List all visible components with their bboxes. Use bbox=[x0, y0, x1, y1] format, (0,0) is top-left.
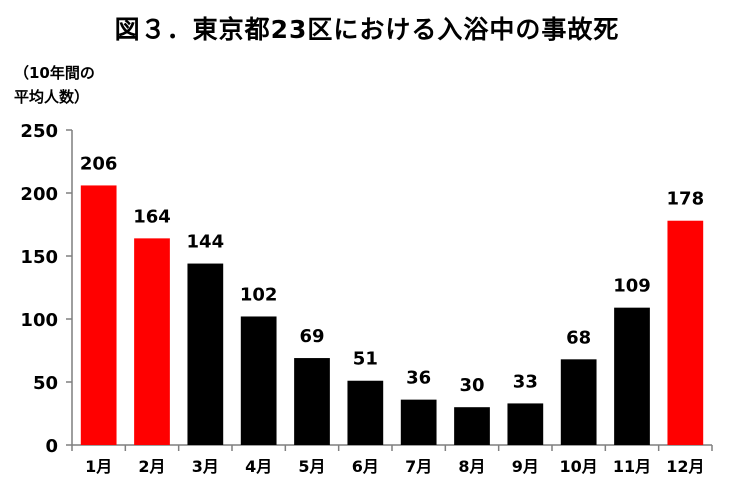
bar bbox=[187, 263, 224, 445]
y-tick-label: 200 bbox=[20, 184, 58, 205]
bar bbox=[240, 316, 277, 445]
x-tick-label: 8月 bbox=[458, 457, 485, 476]
x-tick-label: 1月 bbox=[85, 457, 112, 476]
data-label: 102 bbox=[240, 284, 278, 305]
x-tick-label: 4月 bbox=[245, 457, 272, 476]
y-axis-label-line-1: （10年間の bbox=[14, 64, 95, 82]
data-label: 178 bbox=[667, 189, 705, 210]
bar bbox=[454, 407, 490, 445]
data-label: 68 bbox=[566, 327, 591, 348]
data-label: 30 bbox=[459, 375, 484, 396]
bar bbox=[134, 238, 170, 445]
data-label: 51 bbox=[353, 349, 378, 370]
bar bbox=[667, 220, 704, 445]
bar bbox=[560, 359, 597, 445]
bar bbox=[507, 403, 544, 445]
y-tick-label: 150 bbox=[20, 247, 58, 268]
x-tick-label: 9月 bbox=[512, 457, 539, 476]
data-label: 144 bbox=[187, 232, 225, 253]
data-label: 69 bbox=[299, 326, 324, 347]
x-tick-label: 10月 bbox=[560, 457, 598, 476]
y-axis-label-line-2: 平均人数） bbox=[14, 88, 89, 106]
x-tick-label: 11月 bbox=[613, 457, 651, 476]
y-tick-label: 0 bbox=[45, 436, 58, 457]
data-label: 36 bbox=[406, 368, 431, 389]
x-tick-label: 5月 bbox=[298, 457, 325, 476]
y-tick-label: 50 bbox=[33, 373, 58, 394]
bar bbox=[614, 307, 650, 445]
bar bbox=[80, 185, 117, 445]
x-tick-label: 3月 bbox=[192, 457, 219, 476]
chart-title: 図３．東京都23区における入浴中の事故死 bbox=[115, 15, 620, 44]
data-label: 109 bbox=[613, 276, 651, 297]
plot-area: 0 50 100 150 200 250 206 1月 164 2月 144 3月 102 4月 69 5月 5… bbox=[20, 121, 713, 476]
data-label: 33 bbox=[513, 371, 538, 392]
bar bbox=[294, 358, 330, 445]
x-tick-label: 2月 bbox=[138, 457, 165, 476]
bar bbox=[400, 399, 437, 445]
data-label: 206 bbox=[80, 153, 118, 174]
x-tick-label: 7月 bbox=[405, 457, 432, 476]
bar bbox=[347, 380, 384, 445]
data-label: 164 bbox=[133, 206, 171, 227]
x-tick-label: 6月 bbox=[352, 457, 379, 476]
y-tick-label: 100 bbox=[20, 310, 58, 331]
y-tick-label: 250 bbox=[20, 121, 58, 142]
x-tick-label: 12月 bbox=[666, 457, 704, 476]
